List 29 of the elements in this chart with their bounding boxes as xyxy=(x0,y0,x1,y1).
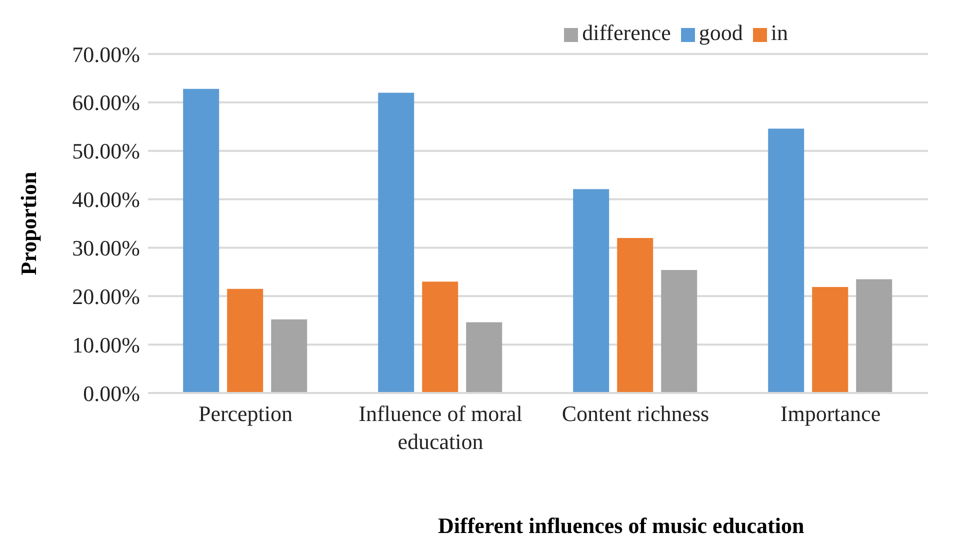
x-tick-label: Content richness xyxy=(562,401,710,426)
y-tick-label: 60.00% xyxy=(72,90,140,116)
bar xyxy=(768,128,804,393)
x-axis-title: Different influences of music education xyxy=(438,513,804,539)
y-tick-label: 10.00% xyxy=(72,332,140,358)
bar xyxy=(378,92,414,393)
x-tick-label: Perception xyxy=(198,401,293,426)
x-tick-label: Importance xyxy=(780,401,881,426)
bar xyxy=(856,279,892,393)
y-axis-title: Proportion xyxy=(16,172,41,276)
bar xyxy=(422,282,458,393)
y-tick-label: 0.00% xyxy=(83,380,140,406)
bar xyxy=(183,88,220,393)
bar xyxy=(227,288,264,393)
y-tick-label: 40.00% xyxy=(72,187,140,212)
bar xyxy=(812,286,848,393)
y-tick-label: 20.00% xyxy=(72,284,140,309)
bar xyxy=(573,189,610,393)
legend-label: in xyxy=(770,20,788,45)
y-tick-label: 70.00% xyxy=(72,42,140,67)
bar xyxy=(661,270,698,393)
y-tick-label: 30.00% xyxy=(72,236,140,261)
bar xyxy=(271,319,308,393)
legend-label: difference xyxy=(582,20,671,45)
legend-label: good xyxy=(698,20,743,45)
x-tick-label: Influence of moral education xyxy=(358,401,522,454)
bar xyxy=(617,238,654,393)
y-tick-label: 50.00% xyxy=(72,138,140,164)
bar xyxy=(466,322,502,393)
